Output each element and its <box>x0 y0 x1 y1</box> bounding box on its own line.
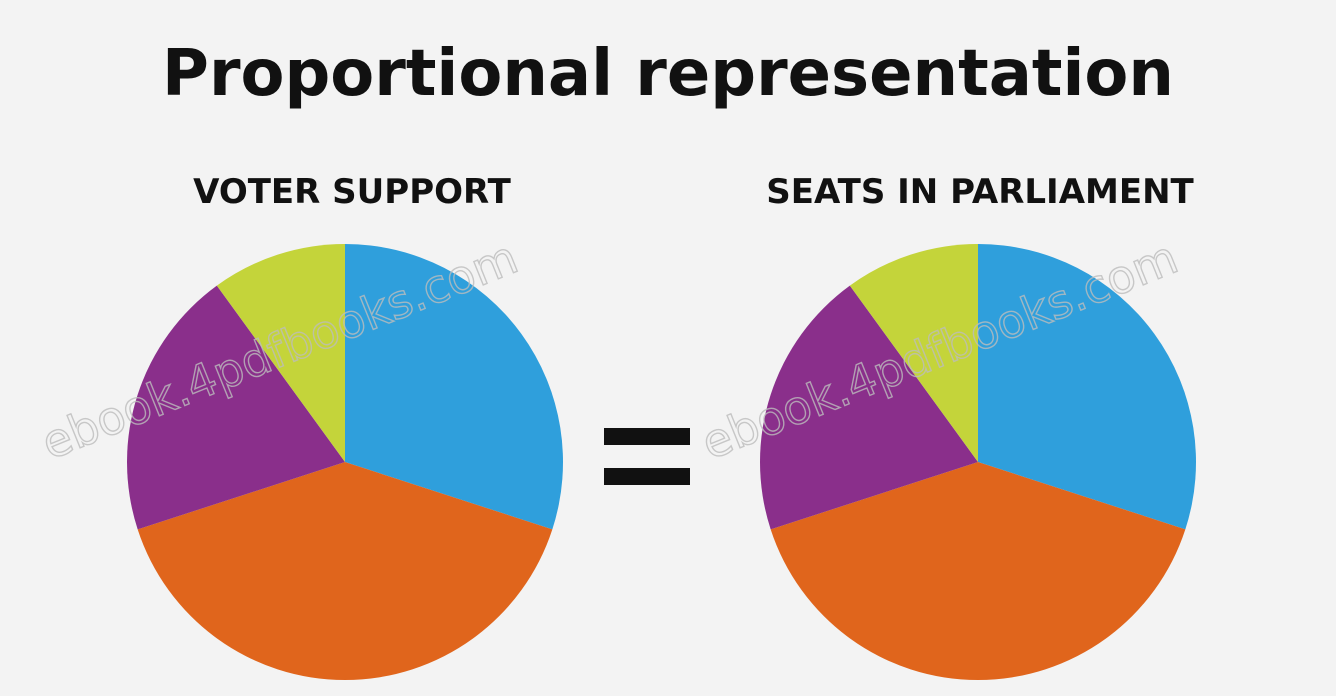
pie-slice <box>770 462 1186 681</box>
pie-slice <box>849 244 978 462</box>
pie-slice <box>137 462 553 680</box>
pie-slice <box>216 244 345 462</box>
pies <box>127 244 1197 681</box>
pie-slice <box>345 244 563 530</box>
page-title: Proportional representation <box>162 37 1174 111</box>
equals-bar <box>604 428 690 445</box>
pie-title: VOTER SUPPORT <box>193 172 512 212</box>
pie-slice <box>978 244 1197 530</box>
equals-bar <box>604 468 690 485</box>
pie-title: SEATS IN PARLIAMENT <box>766 172 1194 212</box>
pie-slice <box>760 285 978 530</box>
pie-slice <box>127 285 346 530</box>
